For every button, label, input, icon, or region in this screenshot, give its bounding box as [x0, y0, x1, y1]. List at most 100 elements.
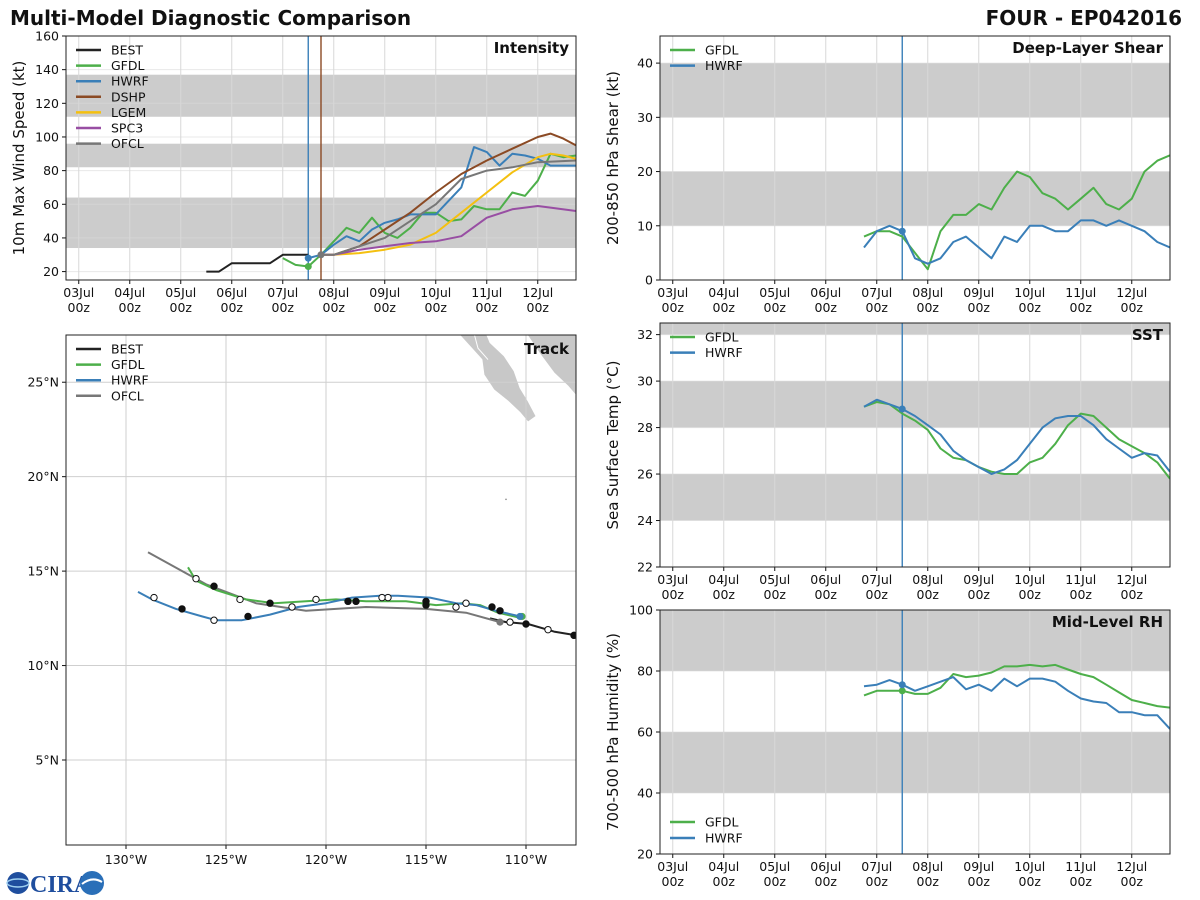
sst-xtick-label-bottom-2: 00z [764, 587, 787, 602]
track-end-marker-ofcl [496, 618, 504, 626]
sst-ytick-label-3: 28 [637, 420, 653, 435]
sst-xtick-label-bottom-5: 00z [917, 587, 940, 602]
track-position-dot-6 [462, 599, 470, 607]
intensity-series-lgem [321, 152, 576, 256]
track-position-dot-1 [544, 625, 552, 634]
track-map [66, 335, 576, 845]
coast-detail [473, 335, 489, 360]
rh-ytick-label-1: 40 [637, 786, 653, 801]
rh-xtick-label-top-1: 04Jul [708, 859, 739, 874]
sst-panel: 03Jul00z04Jul00z05Jul00z06Jul00z07Jul00z… [604, 322, 1171, 602]
shear-title: Deep-Layer Shear [1012, 39, 1163, 57]
rh-bands [660, 610, 1170, 793]
intensity-marker-ofcl [317, 251, 325, 259]
sst-xtick-label-top-3: 06Jul [810, 572, 841, 587]
shear-xtick-label-bottom-1: 00z [713, 300, 736, 315]
intensity-title: Intensity [494, 39, 570, 57]
intensity-legend-label-gfdl: GFDL [111, 58, 145, 73]
intensity-ylabel: 10m Max Wind Speed (kt) [10, 61, 28, 256]
intensity-ytick-label-0: 20 [43, 264, 59, 279]
intensity-xtick-label-top-6: 09Jul [369, 285, 400, 300]
track-position-dot-16 [266, 599, 274, 607]
sst-frame [659, 322, 1171, 568]
track-position-dot-5 [488, 603, 496, 611]
sst-ytick-label-4: 30 [637, 374, 653, 389]
rh-xtick-label-top-6: 09Jul [963, 859, 994, 874]
shear-legend-label-hwrf: HWRF [705, 58, 743, 73]
intensity-legend-label-ofcl: OFCL [111, 136, 144, 151]
intensity-xtick-label-top-9: 12Jul [522, 285, 553, 300]
rh-xtick-label-bottom-8: 00z [1070, 874, 1093, 889]
mainland-land [526, 335, 576, 397]
sst-xtick-label-top-5: 08Jul [912, 572, 943, 587]
track-position-dot-15 [288, 603, 296, 611]
rh-ytick-label-4: 100 [629, 603, 653, 618]
shear-xtick-label-top-2: 05Jul [759, 285, 790, 300]
track-frame [65, 334, 577, 846]
sst-xtick-label-top-4: 07Jul [861, 572, 892, 587]
sst-xtick-label-bottom-4: 00z [866, 587, 889, 602]
intensity-xtick-label-bottom-4: 00z [272, 300, 295, 315]
intensity-legend-label-best: BEST [111, 43, 143, 58]
track-end-marker-hwrf [516, 612, 524, 621]
sst-xtick-label-bottom-6: 00z [968, 587, 991, 602]
track-xtick-label-3: 115°W [405, 852, 447, 867]
rh-band-0 [660, 732, 1170, 793]
track-plot-area [66, 335, 576, 845]
shear-xtick-label-bottom-4: 00z [866, 300, 889, 315]
rh-xtick-label-bottom-4: 00z [866, 874, 889, 889]
shear-xtick-label-top-8: 11Jul [1065, 285, 1096, 300]
track-position-dot-3 [506, 618, 514, 626]
rh-ytick-label-3: 80 [637, 664, 653, 679]
shear-xtick-label-bottom-7: 00z [1019, 300, 1042, 315]
shear-legend-label-gfdl: GFDL [705, 43, 739, 58]
sst-xtick-label-bottom-1: 00z [713, 587, 736, 602]
shear-xtick-label-top-0: 03Jul [657, 285, 688, 300]
rh-panel: 03Jul00z04Jul00z05Jul00z06Jul00z07Jul00z… [604, 603, 1171, 889]
track-position-dot-22 [178, 605, 186, 613]
track-position-dot-7 [452, 603, 460, 611]
track-position-dot-17 [244, 612, 252, 621]
intensity-xtick-label-top-3: 06Jul [216, 285, 247, 300]
track-position-dot-20 [210, 582, 218, 590]
rh-ytick-label-0: 20 [637, 847, 653, 862]
rh-series [863, 663, 1170, 730]
intensity-series-best [206, 253, 309, 273]
intensity-xtick-label-bottom-6: 00z [374, 300, 397, 315]
intensity-xtick-label-top-1: 04Jul [114, 285, 145, 300]
sst-xtick-label-top-1: 04Jul [708, 572, 739, 587]
sst-plot-area [660, 323, 1170, 567]
intensity-series-spc3 [321, 205, 576, 256]
rh-marker-gfdl [898, 687, 906, 695]
sst-ytick-label-0: 22 [637, 560, 653, 575]
sst-band-0 [660, 474, 1170, 521]
intensity-series [206, 132, 576, 273]
shear-xtick-label-bottom-8: 00z [1070, 300, 1093, 315]
shear-xtick-label-top-9: 12Jul [1116, 285, 1147, 300]
sst-xtick-label-bottom-7: 00z [1019, 587, 1042, 602]
rh-xtick-label-top-7: 10Jul [1014, 859, 1045, 874]
storm-id: FOUR - EP042016 [985, 6, 1182, 30]
intensity-ytick-label-3: 80 [43, 163, 59, 178]
page-title: Multi-Model Diagnostic Comparison [10, 6, 412, 30]
intensity-ytick-label-5: 120 [35, 96, 59, 111]
shear-bands [660, 63, 1170, 226]
shear-ytick-label-3: 30 [637, 110, 653, 125]
rh-series-gfdl [863, 663, 1170, 709]
shear-xtick-label-bottom-9: 00z [1121, 300, 1144, 315]
track-position-dot-4 [496, 607, 504, 615]
track-legend-label-gfdl: GFDL [111, 357, 145, 372]
intensity-xtick-label-bottom-2: 00z [170, 300, 193, 315]
track-xtick-label-2: 120°W [305, 852, 347, 867]
rh-title: Mid-Level RH [1052, 613, 1163, 631]
track-ytick-label-0: 5°N [35, 753, 59, 768]
sst-xtick-label-bottom-8: 00z [1070, 587, 1093, 602]
intensity-marker-gfdl [304, 263, 312, 271]
island-dot [505, 498, 507, 501]
track-legend-label-best: BEST [111, 342, 143, 357]
rh-xtick-label-bottom-6: 00z [968, 874, 991, 889]
sst-marker-hwrf [898, 405, 906, 413]
shear-xtick-label-bottom-3: 00z [815, 300, 838, 315]
track-position-dot-21 [192, 574, 200, 583]
track-legend-label-ofcl: OFCL [111, 388, 144, 403]
